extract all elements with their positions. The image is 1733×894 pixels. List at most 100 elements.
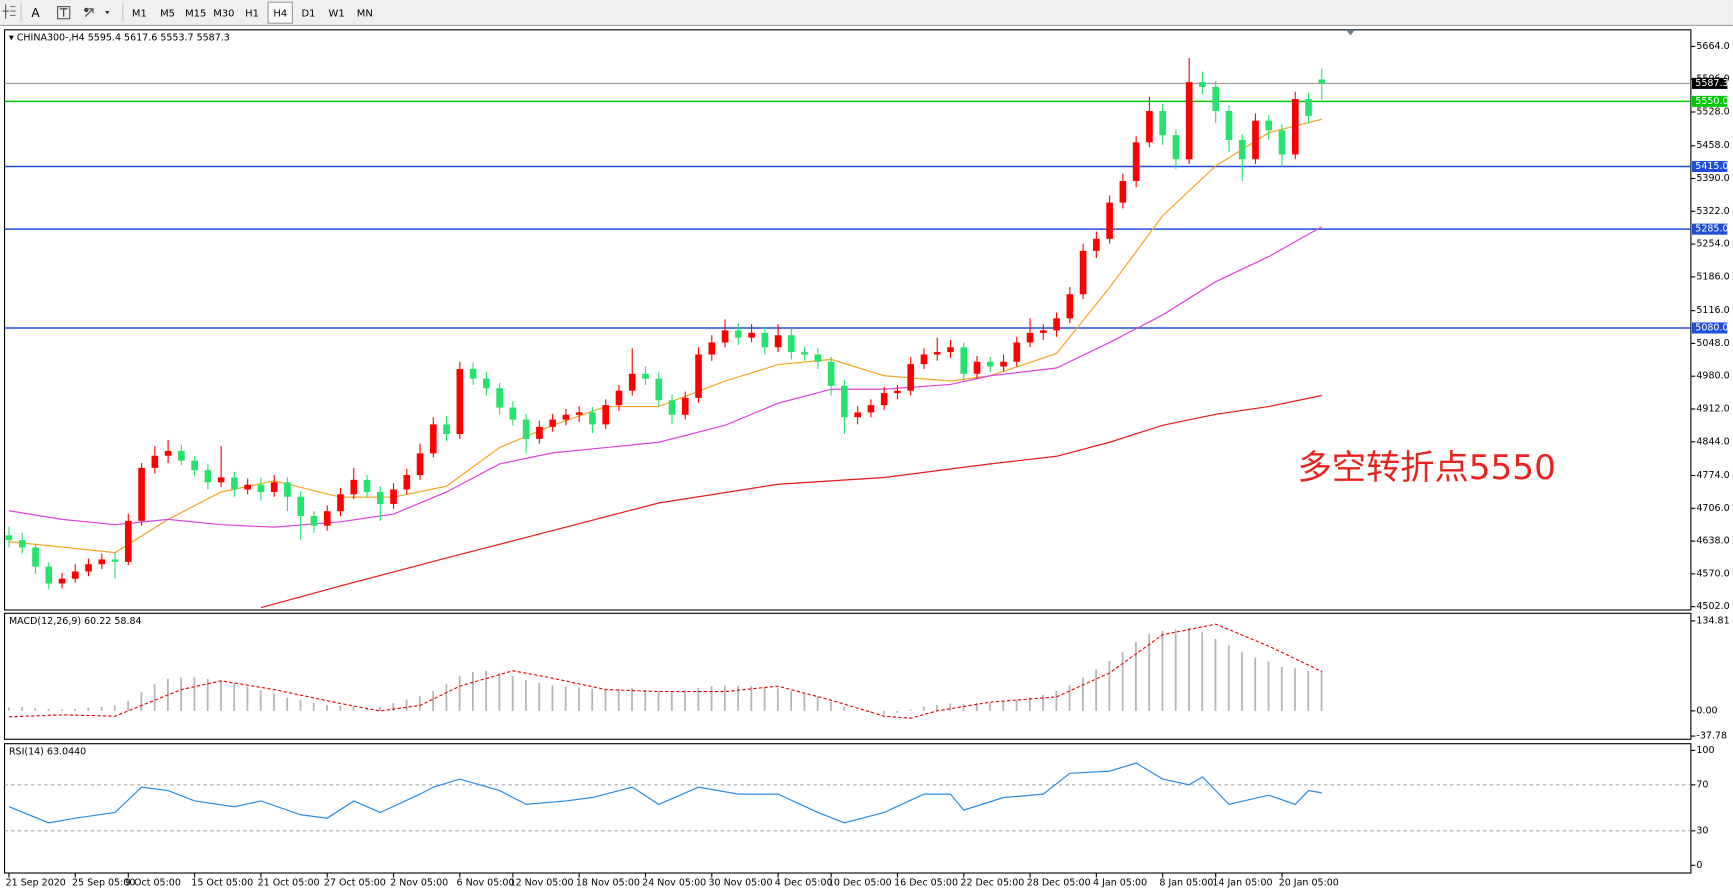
label-tool[interactable] [57, 6, 71, 20]
candle-body [734, 330, 742, 338]
timeframe-button[interactable]: H4 [273, 8, 287, 19]
macd-bar [631, 688, 633, 711]
macd-bar [922, 706, 925, 711]
macd-bar [949, 703, 952, 711]
x-tick-label: 30 Nov 05:00 [708, 877, 772, 888]
candle-body [1225, 111, 1233, 140]
macd-bar [21, 706, 23, 711]
candle-body [1039, 330, 1047, 333]
level-label-bg [1691, 160, 1728, 173]
y-tick-label: 5254.0 [1696, 239, 1729, 250]
macd-bar [697, 688, 700, 711]
candle-body [1238, 139, 1246, 160]
macd-bar [617, 688, 620, 711]
macd-bar [246, 686, 249, 711]
timeframe-button[interactable]: H1 [245, 8, 259, 19]
candle-body [403, 475, 411, 490]
y-tick-label: 0 [1696, 860, 1702, 871]
x-tick-label: 15 Oct 05:00 [191, 877, 253, 888]
last-high: 5617.6 [124, 32, 157, 43]
macd-bar [1241, 652, 1243, 711]
candle-body [151, 455, 159, 468]
timeframe-button[interactable]: M15 [185, 8, 206, 19]
candle-body [257, 484, 265, 492]
candle-body [536, 426, 543, 439]
x-tick-label: 25 Sep 05:00 [72, 877, 135, 888]
macd-bar [312, 702, 315, 711]
timeframe-button[interactable]: M5 [160, 8, 175, 19]
candle-body [1212, 86, 1220, 112]
candle-body [894, 390, 901, 394]
macd-bar [1055, 690, 1058, 711]
macd-bar [1201, 632, 1204, 711]
y-tick-label: 0.00 [1696, 705, 1717, 716]
macd-bar [74, 708, 76, 711]
candle-body [748, 332, 755, 338]
timeframe-button[interactable]: W1 [329, 8, 345, 19]
candle-body [522, 419, 530, 439]
candle-body [429, 424, 437, 454]
candle-body [416, 453, 424, 476]
rsi-line [8, 762, 1322, 824]
macd-bar [326, 704, 328, 711]
toolbar: A M1 M5 M15 M30 H1 H4 D1 W1 MN [0, 0, 1733, 26]
candle-body [549, 419, 556, 427]
x-tick-label: 21 Sep 2020 [6, 877, 66, 888]
candle-body [244, 484, 251, 490]
candle-body [681, 397, 689, 415]
macd-bar [140, 692, 143, 711]
macd-bar [511, 676, 514, 711]
candle-body [1079, 250, 1087, 295]
y-tick-label: 5116.0 [1696, 305, 1729, 316]
candle-body [880, 393, 888, 406]
candle-body [138, 467, 145, 521]
macd-bar [127, 700, 129, 711]
timeframe-button[interactable]: MN [357, 8, 373, 19]
candle-body [1093, 238, 1100, 251]
candle-body [602, 405, 610, 425]
y-tick-label: 5048.0 [1696, 338, 1729, 349]
candle-body [45, 566, 53, 584]
candle-body [1305, 98, 1312, 116]
shapes-tool[interactable] [84, 7, 110, 17]
rsi-header: RSI(14) 63.0440 [9, 746, 86, 757]
candle-body [668, 400, 676, 415]
candle-body [469, 368, 477, 379]
macd-bar [538, 682, 541, 711]
macd-bar [776, 688, 779, 711]
y-tick-label: 134.81 [1696, 615, 1729, 626]
candle-body [933, 352, 941, 355]
symbol-title: CHINA300-,H4 [17, 32, 85, 43]
candle-body [1119, 180, 1127, 203]
candle-body [1146, 111, 1153, 143]
macd-bar [604, 689, 607, 711]
y-tick-label: 5528.0 [1696, 106, 1729, 117]
candle-body [1013, 342, 1021, 362]
text-tool[interactable]: A [31, 6, 40, 20]
timeframe-buttons: M1 M5 M15 M30 H1 H4 D1 W1 MN [132, 1, 373, 24]
macd-bar [1267, 661, 1270, 711]
y-tick-label: 5458.0 [1696, 140, 1729, 151]
candle-body [5, 535, 13, 541]
candle-body [1199, 82, 1206, 87]
macd-bar [830, 701, 832, 711]
candle-body [1132, 142, 1140, 181]
macd-bar [644, 690, 647, 711]
candle-body [363, 479, 371, 492]
macd-bar [657, 691, 660, 711]
candle-body [270, 482, 278, 492]
macd-bar [458, 676, 461, 711]
candle-body [178, 450, 185, 461]
macd-bar [1002, 701, 1005, 711]
x-tick-label: 20 Jan 05:00 [1279, 877, 1339, 888]
timeframe-button[interactable]: D1 [301, 8, 315, 19]
macd-bar [299, 700, 302, 711]
timeframe-button[interactable]: M1 [132, 8, 147, 19]
macd-bar [975, 702, 978, 711]
x-tick-label: 2 Nov 05:00 [390, 877, 448, 888]
cursor-tool[interactable] [2, 4, 16, 19]
macd-bar [750, 686, 753, 711]
candle-body [1066, 294, 1074, 319]
timeframe-button[interactable]: M30 [213, 8, 234, 19]
